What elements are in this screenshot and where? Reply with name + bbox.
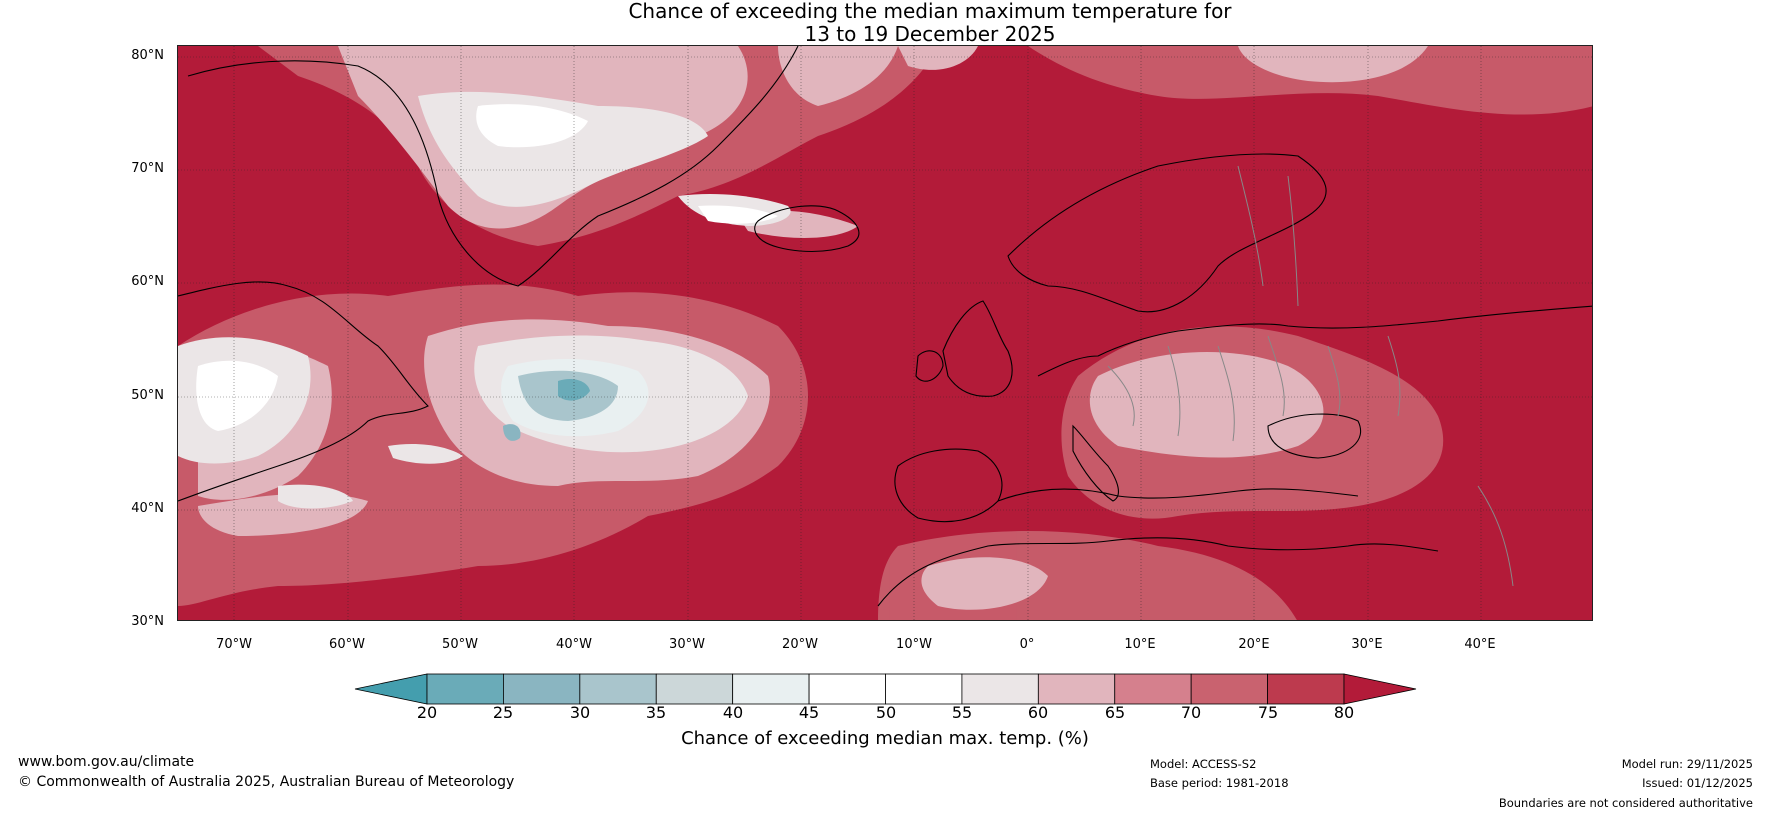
graticule xyxy=(178,46,1592,620)
lat-label-50n: 50°N xyxy=(131,388,164,403)
colorbar-tick-50: 50 xyxy=(875,703,897,722)
colorbar-tick-40: 40 xyxy=(722,703,744,722)
lon-label-20e: 20°E xyxy=(1238,637,1270,652)
base-period-text: Base period: 1981-2018 xyxy=(1150,776,1289,790)
colorbar-tick-75: 75 xyxy=(1257,703,1279,722)
colorbar-tick-35: 35 xyxy=(645,703,667,722)
lat-label-40n: 40°N xyxy=(131,501,164,516)
colorbar-tick-20: 20 xyxy=(416,703,438,722)
africa-coast xyxy=(877,537,1439,607)
lon-label-50w: 50°W xyxy=(442,637,478,652)
black-sea-coast xyxy=(1267,413,1361,459)
scandinavia-coast xyxy=(1007,153,1327,313)
issued-text: Issued: 01/12/2025 xyxy=(1642,776,1753,790)
colorbar-segment xyxy=(579,673,657,705)
country-borders xyxy=(1107,165,1514,587)
colorbar-tick-60: 60 xyxy=(1027,703,1049,722)
colorbar-segment xyxy=(885,673,963,705)
website-text: www.bom.gov.au/climate xyxy=(18,754,195,770)
lon-label-60w: 60°W xyxy=(329,637,365,652)
colorbar-tick-45: 45 xyxy=(798,703,820,722)
colorbar-extend-high xyxy=(1343,673,1417,705)
model-run-text: Model run: 29/11/2025 xyxy=(1621,757,1753,771)
colorbar-segment xyxy=(1037,673,1116,705)
colorbar-segment xyxy=(1114,673,1192,705)
colorbar-segment xyxy=(503,673,581,705)
probability-map xyxy=(177,45,1593,621)
lat-label-60n: 60°N xyxy=(131,274,164,289)
copyright-text: © Commonwealth of Australia 2025, Austra… xyxy=(18,774,515,790)
colorbar-segment xyxy=(655,673,734,705)
model-text: Model: ACCESS-S2 xyxy=(1150,757,1257,771)
colorbar-tick-70: 70 xyxy=(1180,703,1202,722)
greenland-coast xyxy=(187,46,799,287)
colorbar-tick-30: 30 xyxy=(569,703,591,722)
colorbar-tick-55: 55 xyxy=(951,703,973,722)
lat-label-80n: 80°N xyxy=(131,48,164,63)
colorbar-segment xyxy=(732,673,810,705)
colorbar-segment xyxy=(1190,673,1268,705)
colorbar-segment xyxy=(1267,673,1345,705)
lat-label-30n: 30°N xyxy=(131,614,164,629)
lat-label-70n: 70°N xyxy=(131,161,164,176)
iberia-coast xyxy=(894,448,1003,523)
colorbar-label: Chance of exceeding median max. temp. (%… xyxy=(681,728,1089,749)
colorbar-extend-low xyxy=(354,673,428,705)
lon-label-70w: 70°W xyxy=(216,637,252,652)
colorbar xyxy=(354,673,1417,705)
colorbar-tick-65: 65 xyxy=(1104,703,1126,722)
lon-label-40w: 40°W xyxy=(556,637,592,652)
britain-coast xyxy=(942,300,1013,397)
canada-coast xyxy=(178,281,429,502)
iceland-coast xyxy=(754,205,860,252)
europe-coast xyxy=(1037,305,1592,377)
colorbar-segment xyxy=(426,673,504,705)
colorbar-segment xyxy=(808,673,886,705)
colorbar-segment xyxy=(961,673,1039,705)
lon-label-40e: 40°E xyxy=(1464,637,1496,652)
lon-label-30e: 30°E xyxy=(1351,637,1383,652)
title-line-2: 13 to 19 December 2025 xyxy=(804,22,1056,46)
lon-label-0: 0° xyxy=(1019,637,1035,652)
boundaries-note: Boundaries are not considered authoritat… xyxy=(1498,796,1753,810)
contour-below-50-band xyxy=(196,104,778,441)
mediterranean-coast xyxy=(997,488,1359,502)
lon-label-10e: 10°E xyxy=(1124,637,1156,652)
lon-label-10w: 10°W xyxy=(896,637,932,652)
italy-coast xyxy=(1072,424,1119,502)
coastlines xyxy=(178,46,1592,607)
ireland-coast xyxy=(915,350,944,382)
colorbar-tick-80: 80 xyxy=(1333,703,1355,722)
title-line-1: Chance of exceeding the median maximum t… xyxy=(628,0,1232,23)
lon-label-30w: 30°W xyxy=(669,637,705,652)
map-title: Chance of exceeding the median maximum t… xyxy=(0,0,1770,46)
contour-65-75-band xyxy=(178,46,1592,620)
map-canvas xyxy=(178,46,1592,620)
lon-label-20w: 20°W xyxy=(782,637,818,652)
colorbar-tick-25: 25 xyxy=(492,703,514,722)
